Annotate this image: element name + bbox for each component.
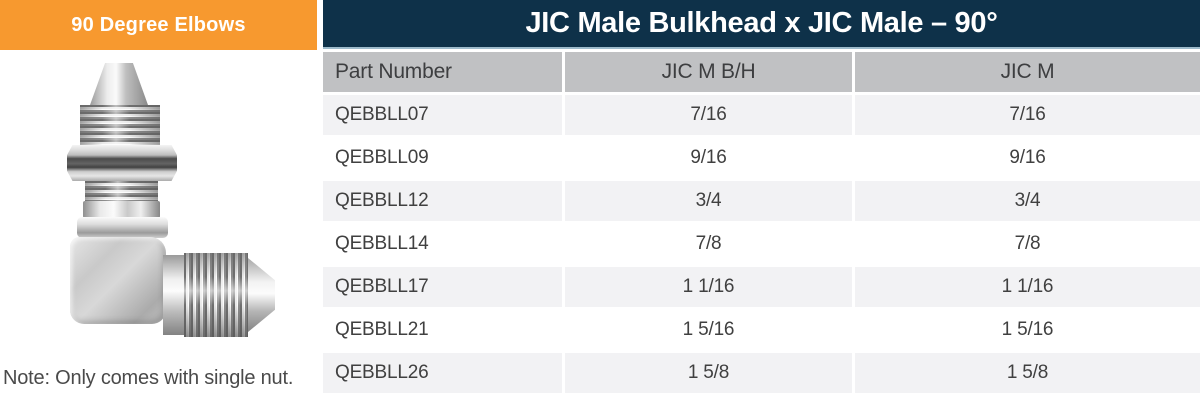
table-row: QEBBLL09 9/16 9/16	[323, 138, 1200, 178]
jic-m-cell: 1 5/8	[852, 353, 1200, 393]
fitting-flange-ring	[77, 217, 168, 238]
header-part-number: Part Number	[323, 52, 562, 92]
fitting-right-cone-tip	[248, 258, 275, 332]
fitting-elbow-body	[70, 237, 166, 324]
jic-m-bh-cell: 1 1/16	[562, 267, 852, 307]
table-title: JIC Male Bulkhead x JIC Male – 90°	[525, 7, 998, 39]
jic-m-bh-cell: 9/16	[562, 138, 852, 178]
jic-m-bh-cell: 3/4	[562, 181, 852, 221]
table-row: QEBBLL17 1 1/16 1 1/16	[323, 267, 1200, 307]
table-row: QEBBLL07 7/16 7/16	[323, 95, 1200, 135]
part-number-cell: QEBBLL14	[323, 224, 562, 264]
product-photo-elbow-fitting	[60, 60, 290, 350]
jic-m-cell: 1 1/16	[852, 267, 1200, 307]
fitting-right-threads	[184, 253, 248, 337]
part-number-cell: QEBBLL09	[323, 138, 562, 178]
table-row: QEBBLL21 1 5/16 1 5/16	[323, 310, 1200, 350]
spec-table: Part Number JIC M B/H JIC M QEBBLL07 7/1…	[323, 49, 1200, 396]
header-row: Part Number JIC M B/H JIC M	[323, 52, 1200, 92]
jic-m-bh-cell: 7/16	[562, 95, 852, 135]
fitting-bulkhead-hex-nut	[67, 145, 177, 181]
fitting-collar	[83, 201, 160, 218]
part-number-cell: QEBBLL12	[323, 181, 562, 221]
fitting-top-threads	[80, 105, 160, 146]
left-panel: 90 Degree Elbows Note: Only comes with s…	[0, 0, 317, 403]
spec-panel: JIC Male Bulkhead x JIC Male – 90° Part …	[323, 0, 1200, 403]
jic-m-cell: 7/8	[852, 224, 1200, 264]
part-number-cell: QEBBLL21	[323, 310, 562, 350]
jic-m-cell: 1 5/16	[852, 310, 1200, 350]
product-note: Note: Only comes with single nut.	[3, 367, 294, 389]
table-row: QEBBLL12 3/4 3/4	[323, 181, 1200, 221]
table-row: QEBBLL26 1 5/8 1 5/8	[323, 353, 1200, 393]
fitting-right-shoulder	[163, 255, 185, 335]
fitting-mid-threads	[85, 181, 158, 201]
jic-m-cell: 9/16	[852, 138, 1200, 178]
table-title-bar: JIC Male Bulkhead x JIC Male – 90°	[323, 0, 1200, 49]
jic-m-cell: 3/4	[852, 181, 1200, 221]
table-row: QEBBLL14 7/8 7/8	[323, 224, 1200, 264]
jic-m-bh-cell: 1 5/16	[562, 310, 852, 350]
table-body: QEBBLL07 7/16 7/16 QEBBLL09 9/16 9/16 QE…	[323, 95, 1200, 393]
jic-m-bh-cell: 7/8	[562, 224, 852, 264]
fitting-top-cone-tip	[90, 63, 148, 105]
part-number-cell: QEBBLL07	[323, 95, 562, 135]
part-number-cell: QEBBLL26	[323, 353, 562, 393]
jic-m-bh-cell: 1 5/8	[562, 353, 852, 393]
header-jic-m: JIC M	[852, 52, 1200, 92]
jic-m-cell: 7/16	[852, 95, 1200, 135]
header-jic-m-bh: JIC M B/H	[562, 52, 852, 92]
part-number-cell: QEBBLL17	[323, 267, 562, 307]
category-banner-label: 90 Degree Elbows	[71, 13, 246, 36]
category-banner: 90 Degree Elbows	[0, 0, 317, 50]
